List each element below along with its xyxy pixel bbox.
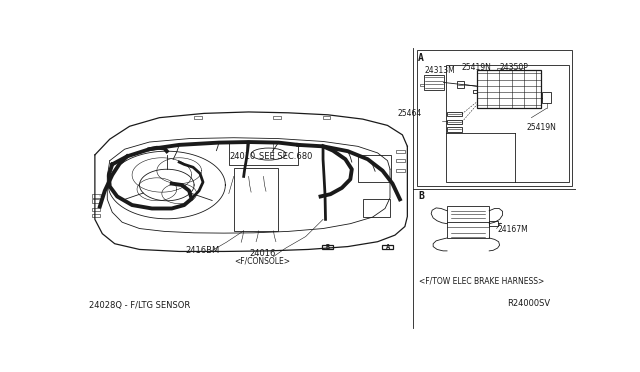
Text: 25419N: 25419N <box>462 62 492 71</box>
Bar <box>92 195 101 198</box>
Text: <F/TOW ELEC BRAKE HARNESS>: <F/TOW ELEC BRAKE HARNESS> <box>419 276 544 285</box>
Text: 24016: 24016 <box>250 249 276 258</box>
Text: 2416BM: 2416BM <box>186 246 220 255</box>
Bar <box>424 75 444 90</box>
Text: A: A <box>385 244 390 250</box>
Bar <box>323 116 330 119</box>
Bar <box>382 245 393 250</box>
Text: B: B <box>419 191 424 201</box>
Text: A: A <box>419 53 424 62</box>
Text: 24313M: 24313M <box>425 66 456 75</box>
Bar <box>322 245 333 250</box>
Bar <box>447 206 489 238</box>
Text: SEE SEC.680: SEE SEC.680 <box>259 152 312 161</box>
Bar <box>92 199 101 203</box>
Text: 24167M: 24167M <box>498 225 529 234</box>
Bar <box>477 70 541 108</box>
Bar <box>358 155 392 182</box>
Text: <F/CONSOLE>: <F/CONSOLE> <box>234 257 291 266</box>
Bar <box>489 221 498 226</box>
Text: 24350P: 24350P <box>499 62 528 71</box>
Bar <box>417 50 572 186</box>
Text: 24010: 24010 <box>230 152 256 161</box>
Bar <box>229 144 298 165</box>
Bar <box>273 116 281 119</box>
Bar <box>92 214 100 217</box>
Bar <box>447 127 462 132</box>
Text: B: B <box>325 244 330 250</box>
Bar <box>396 150 405 154</box>
Bar <box>447 120 462 124</box>
Bar <box>194 116 202 119</box>
Text: R24000SV: R24000SV <box>508 299 550 308</box>
Bar <box>396 158 405 162</box>
Bar <box>457 81 465 88</box>
Text: 25419N: 25419N <box>527 123 556 132</box>
Text: 25464: 25464 <box>398 109 422 118</box>
Bar <box>542 93 551 103</box>
Text: 24028Q - F/LTG SENSOR: 24028Q - F/LTG SENSOR <box>89 301 190 311</box>
Bar <box>92 208 100 211</box>
Bar <box>396 169 405 172</box>
Bar <box>447 112 462 116</box>
Bar <box>446 65 569 182</box>
Bar <box>363 199 390 217</box>
Bar <box>234 168 278 231</box>
